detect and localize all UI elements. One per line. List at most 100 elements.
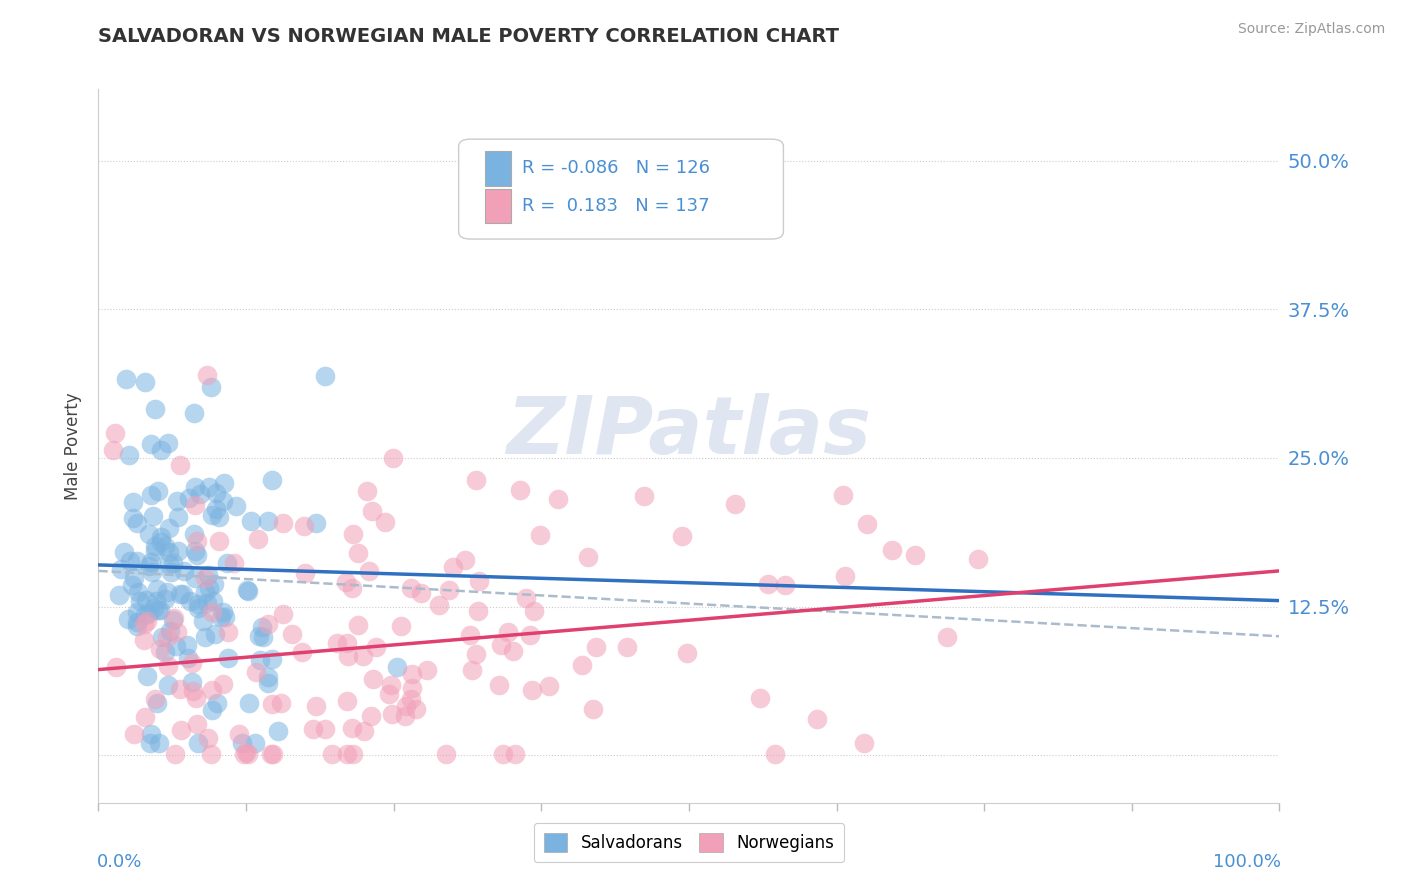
Point <box>245 665 267 680</box>
Point <box>262 473 284 487</box>
Point <box>209 610 232 624</box>
Point <box>217 556 239 570</box>
Point <box>214 610 236 624</box>
Point <box>143 539 166 553</box>
Point <box>136 669 159 683</box>
Point <box>515 591 537 606</box>
Point <box>748 690 770 705</box>
Point <box>465 648 488 662</box>
Point <box>225 499 247 513</box>
Point <box>134 617 156 632</box>
Point <box>201 703 224 717</box>
Point <box>773 577 796 591</box>
Point <box>856 516 879 531</box>
Point <box>163 747 186 761</box>
Point <box>165 640 187 654</box>
Text: R = -0.086   N = 126: R = -0.086 N = 126 <box>523 160 710 178</box>
Point <box>834 569 856 583</box>
Point <box>756 576 779 591</box>
Point <box>336 694 359 708</box>
FancyBboxPatch shape <box>458 139 783 239</box>
Point <box>441 559 464 574</box>
Point <box>135 593 157 607</box>
Point <box>170 723 193 737</box>
Point <box>187 597 209 611</box>
Point <box>181 674 204 689</box>
Point <box>243 736 266 750</box>
Point <box>305 699 328 714</box>
Point <box>139 488 162 502</box>
Point <box>224 556 246 570</box>
Point <box>167 544 190 558</box>
Point <box>806 712 828 726</box>
Point <box>217 625 239 640</box>
Point <box>356 484 378 499</box>
Point <box>198 581 221 595</box>
Point <box>401 692 423 706</box>
Point <box>183 406 205 420</box>
Point <box>342 747 364 761</box>
Point <box>202 594 225 608</box>
Point <box>162 613 184 627</box>
Point <box>458 628 481 642</box>
Point <box>186 534 208 549</box>
Point <box>336 636 359 650</box>
Point <box>138 558 160 573</box>
Point <box>366 640 388 654</box>
Point <box>502 644 524 658</box>
Point <box>205 502 228 516</box>
Point <box>439 582 461 597</box>
Point <box>118 448 141 462</box>
Point <box>547 491 569 506</box>
Point <box>127 584 149 599</box>
Point <box>149 530 172 544</box>
Point <box>134 608 156 623</box>
Point <box>139 727 162 741</box>
Point <box>405 701 427 715</box>
Point <box>134 375 156 389</box>
Text: ZIPatlas: ZIPatlas <box>506 392 872 471</box>
Point <box>326 636 349 650</box>
Point <box>153 539 176 553</box>
Point <box>117 612 139 626</box>
Point <box>340 581 363 595</box>
Point <box>342 721 364 735</box>
Point <box>360 708 382 723</box>
Point <box>633 489 655 503</box>
Point <box>236 747 259 761</box>
Point <box>252 630 274 644</box>
Point <box>205 486 228 500</box>
Point <box>122 571 145 585</box>
Point <box>143 543 166 558</box>
Point <box>211 605 233 619</box>
Point <box>166 625 188 640</box>
Point <box>228 727 250 741</box>
Point <box>389 619 412 633</box>
Point <box>146 602 169 616</box>
Point <box>409 586 432 600</box>
Point <box>157 436 180 450</box>
Text: Source: ZipAtlas.com: Source: ZipAtlas.com <box>1237 22 1385 37</box>
Point <box>582 702 605 716</box>
Point <box>401 667 423 681</box>
Point <box>467 604 489 618</box>
Point <box>239 514 262 528</box>
Point <box>141 436 163 450</box>
Point <box>159 624 181 639</box>
Point <box>127 516 149 530</box>
Point <box>125 619 148 633</box>
Point <box>353 724 375 739</box>
Point <box>294 566 316 581</box>
Point <box>671 529 693 543</box>
Point <box>183 543 205 558</box>
Point <box>186 549 208 563</box>
Point <box>212 475 235 490</box>
Point <box>177 651 200 665</box>
Point <box>281 626 304 640</box>
Point <box>520 682 543 697</box>
Point <box>125 554 148 568</box>
Point <box>157 545 180 559</box>
Point <box>880 543 903 558</box>
Point <box>361 673 384 687</box>
Point <box>260 651 283 665</box>
